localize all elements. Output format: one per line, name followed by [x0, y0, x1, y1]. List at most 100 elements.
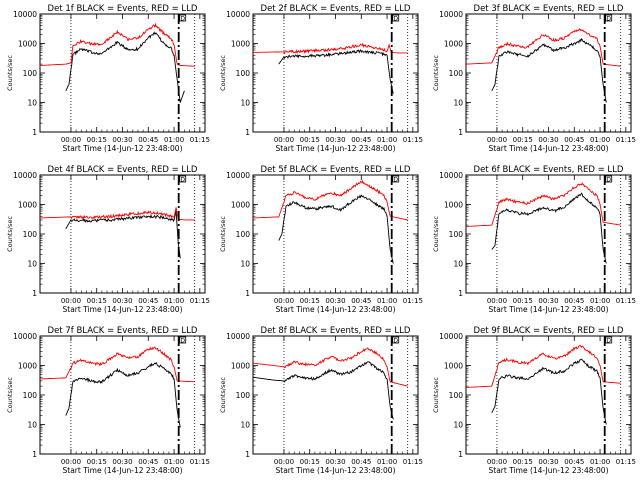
x-tick-label: 00:15 [513, 136, 533, 144]
y-tick-label: 10000 [439, 171, 463, 180]
x-tick-label: 00:45 [351, 136, 371, 144]
y-tick-label: 1000 [444, 362, 463, 371]
x-tick-label: 00:15 [513, 458, 533, 466]
panel-title: Det 3f BLACK = Events, RED = LLD [474, 4, 624, 14]
x-tick-label: 00:15 [300, 458, 320, 466]
y-tick-label: 1 [32, 128, 37, 137]
plot-frame [39, 174, 206, 294]
events-series-line [491, 358, 607, 425]
panel-title: Det 6f BLACK = Events, RED = LLD [474, 165, 624, 175]
marker-box-label: D [606, 177, 611, 184]
x-tick-label: 00:45 [564, 297, 584, 305]
y-tick-label: 10 [27, 260, 37, 269]
y-axis-label: Counts/sec [6, 55, 14, 91]
marker-box [179, 14, 187, 22]
marker-box [179, 336, 187, 344]
x-axis-label: Start Time (14-Jun-12 23:48:00) [276, 466, 396, 475]
y-tick-label: 10 [453, 421, 463, 430]
lld-series-line [40, 22, 195, 67]
x-tick-label: 00:15 [300, 297, 320, 305]
x-tick-label: 00:00 [274, 297, 294, 305]
y-tick-label: 10000 [226, 171, 250, 180]
panel-title: Det 2f BLACK = Events, RED = LLD [261, 4, 411, 14]
x-tick-label: 01:15 [190, 458, 210, 466]
detector-panel-9: Det 9f BLACK = Events, RED = LLD 1 10 100 10… [432, 326, 636, 475]
y-tick-label: 100 [236, 391, 251, 400]
y-tick-label: 100 [236, 69, 251, 78]
x-tick-label: 01:15 [403, 458, 423, 466]
x-axis-label: Start Time (14-Jun-12 23:48:00) [276, 144, 396, 153]
x-tick-label: 00:30 [112, 458, 132, 466]
marker-box-label: D [393, 338, 398, 345]
x-tick-label: 00:30 [325, 458, 345, 466]
marker-box [605, 175, 613, 183]
x-tick-label: 00:30 [112, 297, 132, 305]
y-tick-label: 100 [236, 230, 251, 239]
y-tick-label: 1 [245, 450, 250, 459]
panel-title: Det 1f BLACK = Events, RED = LLD [48, 4, 198, 14]
marker-box-label: D [180, 177, 185, 184]
y-tick-label: 100 [23, 230, 38, 239]
marker-box [179, 175, 187, 183]
x-tick-label: 01:15 [190, 297, 210, 305]
x-axis-label: Start Time (14-Jun-12 23:48:00) [63, 305, 183, 314]
marker-box [392, 336, 400, 344]
y-axis-label: Counts/sec [432, 377, 440, 413]
x-tick-label: 00:00 [487, 136, 507, 144]
y-tick-label: 100 [23, 69, 38, 78]
plot-frame [465, 335, 632, 455]
x-tick-label: 01:00 [164, 136, 184, 144]
y-axis-label: Counts/sec [219, 377, 227, 413]
y-tick-label: 10000 [226, 10, 250, 19]
y-tick-label: 1000 [231, 40, 250, 49]
marker-box-label: D [393, 16, 398, 23]
panel-title: Det 7f BLACK = Events, RED = LLD [48, 326, 198, 336]
y-tick-label: 1 [32, 289, 37, 298]
x-axis-label: Start Time (14-Jun-12 23:48:00) [489, 305, 609, 314]
x-axis-label: Start Time (14-Jun-12 23:48:00) [489, 466, 609, 475]
x-tick-label: 00:15 [300, 136, 320, 144]
x-tick-label: 00:45 [138, 458, 158, 466]
plot-frame [252, 13, 419, 133]
events-series-line [278, 49, 394, 94]
x-tick-label: 01:15 [616, 136, 636, 144]
x-tick-label: 01:15 [616, 458, 636, 466]
x-tick-label: 01:00 [377, 458, 397, 466]
detector-panel-1: Det 1f BLACK = Events, RED = LLD 1 10 100 10… [6, 4, 210, 153]
x-tick-label: 00:45 [564, 458, 584, 466]
y-axis-label: Counts/sec [432, 55, 440, 91]
detector-panel-7: Det 7f BLACK = Events, RED = LLD 1 10 100 10… [6, 326, 210, 475]
x-tick-label: 00:30 [112, 136, 132, 144]
x-tick-label: 01:00 [377, 136, 397, 144]
marker-box [392, 14, 400, 22]
y-axis-label: Counts/sec [6, 377, 14, 413]
y-tick-label: 10000 [13, 332, 37, 341]
plot-frame [465, 174, 632, 294]
y-tick-label: 10000 [439, 332, 463, 341]
x-tick-label: 00:15 [87, 458, 107, 466]
events-series-line [278, 194, 394, 264]
x-axis-label: Start Time (14-Jun-12 23:48:00) [276, 305, 396, 314]
x-tick-label: 00:45 [138, 297, 158, 305]
y-tick-label: 100 [449, 391, 464, 400]
y-tick-label: 1 [458, 128, 463, 137]
lld-series-line [466, 182, 621, 227]
lld-series-line [253, 179, 408, 221]
y-tick-label: 100 [23, 391, 38, 400]
x-tick-label: 00:15 [513, 297, 533, 305]
x-tick-label: 01:15 [403, 136, 423, 144]
marker-box-label: D [606, 16, 611, 23]
x-tick-label: 00:30 [325, 297, 345, 305]
y-tick-label: 1000 [18, 201, 37, 210]
panel-title: Det 9f BLACK = Events, RED = LLD [474, 326, 624, 336]
events-series-line [491, 38, 607, 103]
y-tick-label: 10000 [13, 171, 37, 180]
y-tick-label: 10 [240, 260, 250, 269]
y-tick-label: 10 [27, 99, 37, 108]
x-tick-label: 01:00 [164, 458, 184, 466]
y-tick-label: 10000 [226, 332, 250, 341]
x-tick-label: 00:45 [138, 136, 158, 144]
y-tick-label: 1000 [18, 40, 37, 49]
panel-title: Det 5f BLACK = Events, RED = LLD [261, 165, 411, 175]
